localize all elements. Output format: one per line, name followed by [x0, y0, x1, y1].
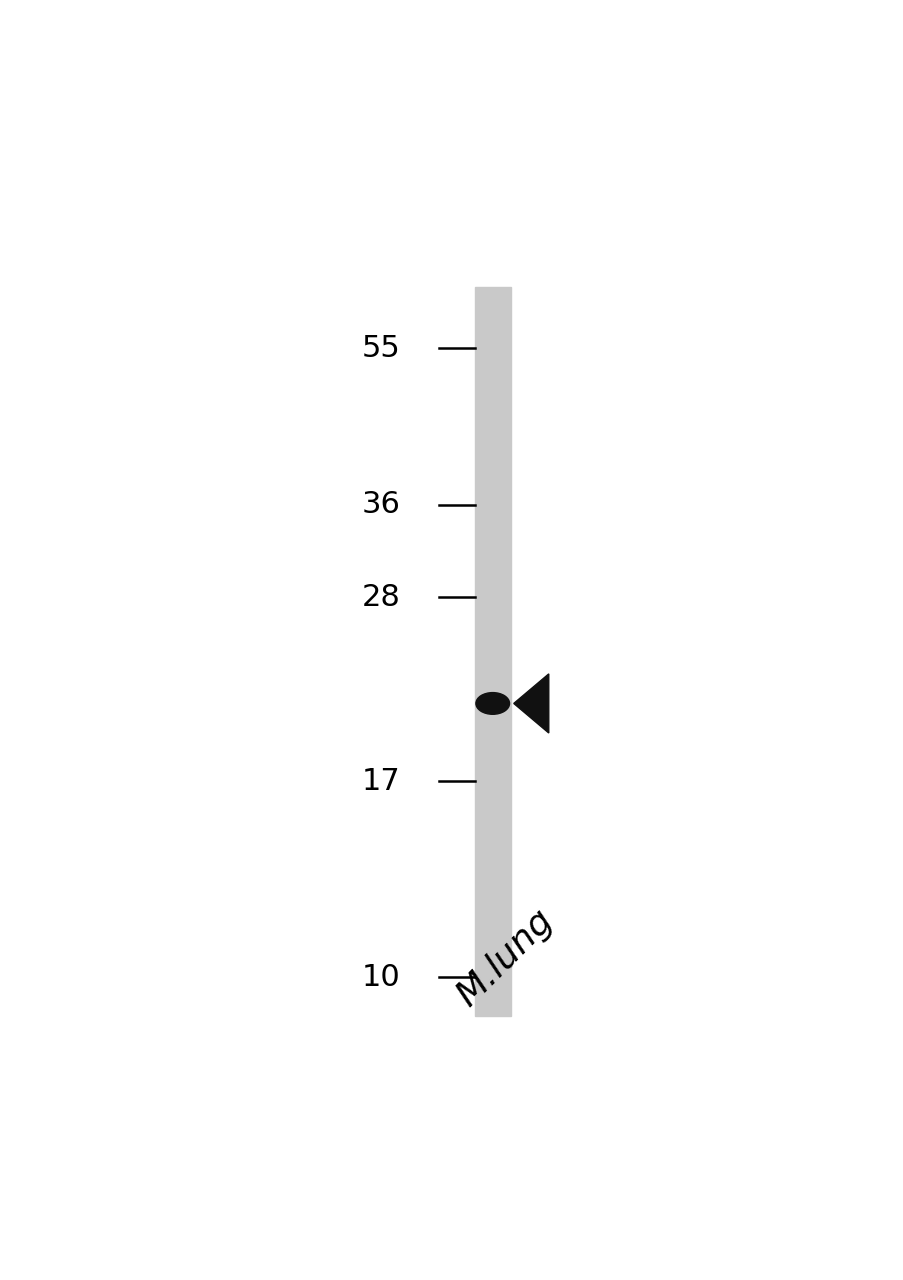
Text: 28: 28 — [361, 582, 400, 612]
Text: 10: 10 — [361, 963, 400, 992]
Polygon shape — [513, 673, 548, 733]
Text: 55: 55 — [361, 334, 400, 362]
Bar — [474, 287, 510, 1016]
Text: 36: 36 — [361, 490, 400, 520]
Text: 17: 17 — [361, 767, 400, 796]
Text: M.lung: M.lung — [450, 904, 559, 1012]
Ellipse shape — [475, 692, 509, 714]
